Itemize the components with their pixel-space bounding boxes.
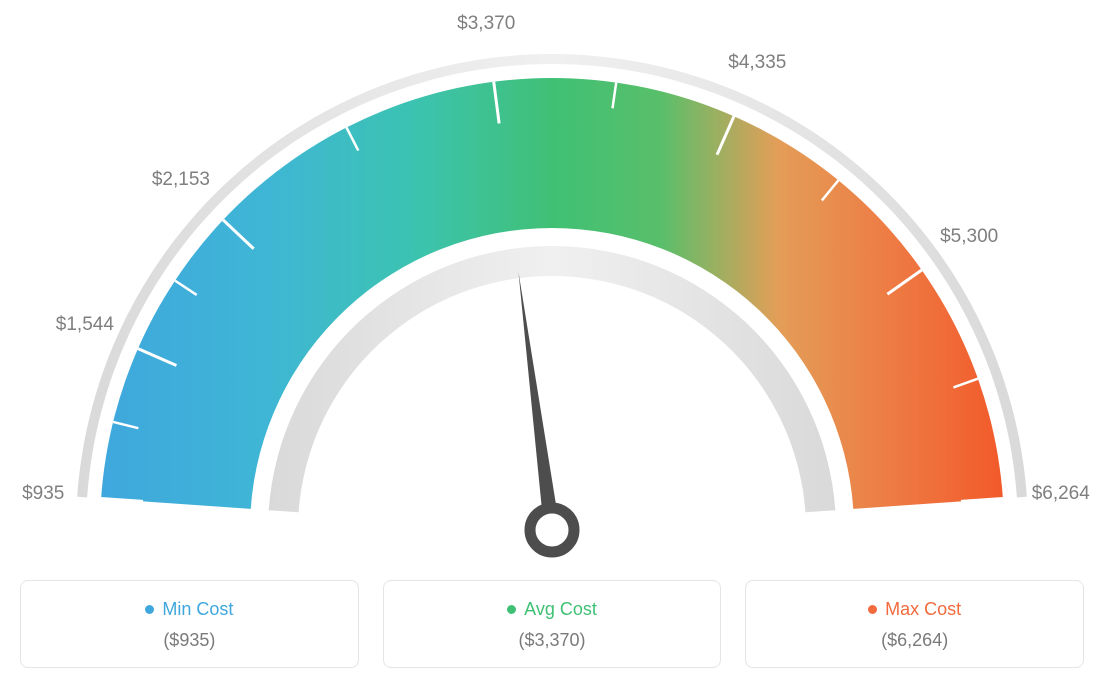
gauge-tick-label: $1,544: [56, 314, 114, 336]
gauge-tick-label: $6,264: [1032, 483, 1090, 505]
legend-row: Min Cost ($935) Avg Cost ($3,370) Max Co…: [20, 580, 1084, 668]
gauge-chart: $935$1,544$2,153$3,370$4,335$5,300$6,264…: [20, 20, 1084, 668]
gauge-svg: [20, 20, 1084, 560]
legend-card-min: Min Cost ($935): [20, 580, 359, 668]
legend-avg-title: Avg Cost: [384, 599, 721, 620]
legend-card-avg: Avg Cost ($3,370): [383, 580, 722, 668]
legend-max-label: Max Cost: [885, 599, 961, 620]
legend-max-dot-icon: [868, 605, 877, 614]
gauge-tick-label: $4,335: [728, 52, 786, 74]
legend-max-title: Max Cost: [746, 599, 1083, 620]
legend-max-value: ($6,264): [746, 630, 1083, 651]
legend-min-label: Min Cost: [162, 599, 233, 620]
legend-min-dot-icon: [145, 605, 154, 614]
legend-avg-label: Avg Cost: [524, 599, 597, 620]
gauge-tick-label: $2,153: [152, 169, 210, 191]
legend-card-max: Max Cost ($6,264): [745, 580, 1084, 668]
gauge-tick-label: $5,300: [940, 226, 998, 248]
legend-min-title: Min Cost: [21, 599, 358, 620]
gauge-tick-label: $935: [22, 483, 64, 505]
legend-avg-value: ($3,370): [384, 630, 721, 651]
legend-min-value: ($935): [21, 630, 358, 651]
legend-avg-dot-icon: [507, 605, 516, 614]
gauge-tick-label: $3,370: [457, 13, 515, 35]
